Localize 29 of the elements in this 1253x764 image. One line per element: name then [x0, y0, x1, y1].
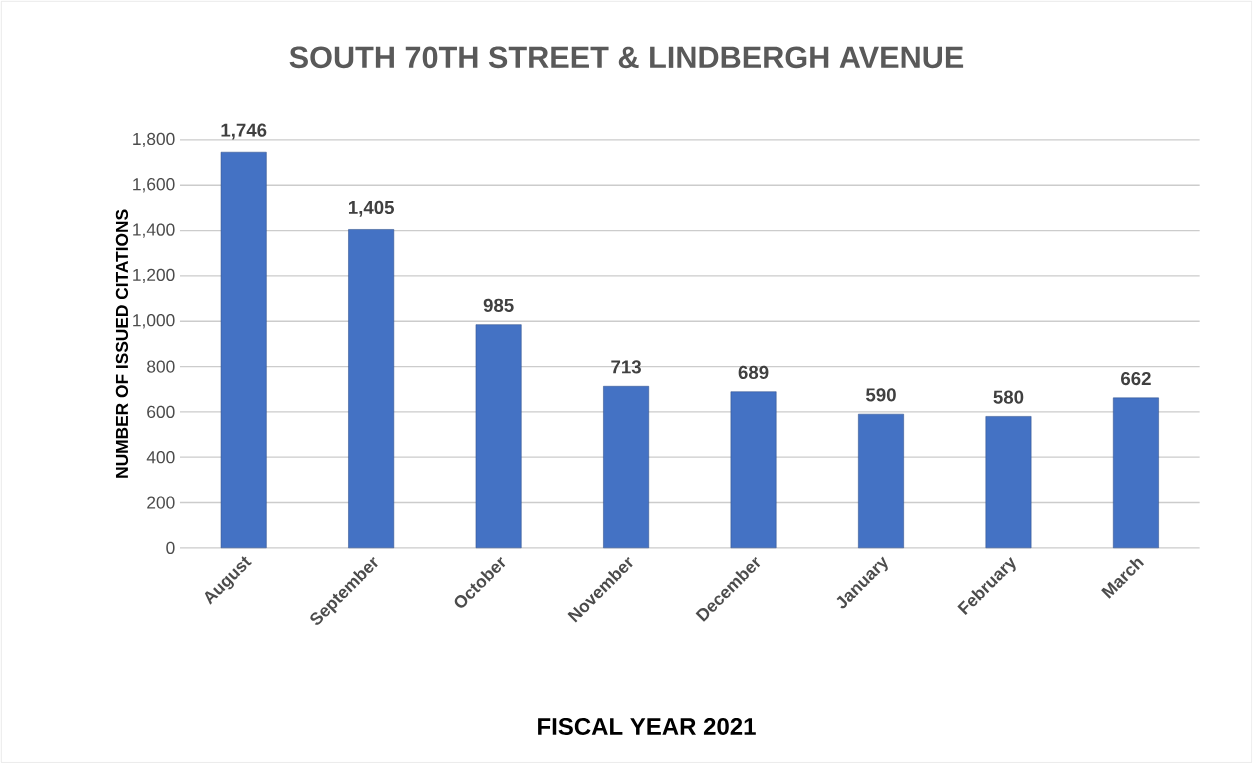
bar [348, 229, 395, 549]
data-label: 590 [866, 388, 896, 402]
y-tick-label: 800 [147, 360, 175, 373]
y-tick-label: 400 [146, 451, 175, 464]
y-tick-label: 0 [166, 541, 175, 555]
data-label: 1,746 [221, 123, 267, 140]
bar [603, 386, 650, 549]
data-label: 662 [1121, 372, 1151, 386]
bar [858, 413, 904, 549]
bar [985, 416, 1032, 549]
data-label: 713 [611, 360, 641, 374]
y-tick-label: 1,200 [133, 268, 175, 284]
y-tick-label: 1,600 [133, 178, 175, 193]
data-label: 580 [993, 390, 1024, 404]
data-label: 689 [738, 365, 769, 380]
y-tick-label: 1,400 [133, 223, 175, 238]
x-axis-title: FISCAL YEAR 2021 [538, 718, 756, 736]
bar [1113, 397, 1159, 549]
y-tick-label: 200 [147, 496, 175, 509]
y-tick-label: 1,800 [133, 132, 175, 148]
y-tick-label: 600 [147, 405, 175, 419]
y-tick-label: 1,000 [133, 314, 175, 329]
data-label: 985 [483, 298, 514, 313]
chart-title: SOUTH 70TH STREET & LINDBERGH AVENUE [289, 46, 964, 69]
data-label: 1,405 [348, 200, 394, 217]
bar [220, 152, 267, 549]
bar [730, 391, 777, 549]
bar [475, 324, 522, 549]
y-axis-title: NUMBER OF ISSUED CITATIONS [115, 209, 129, 478]
